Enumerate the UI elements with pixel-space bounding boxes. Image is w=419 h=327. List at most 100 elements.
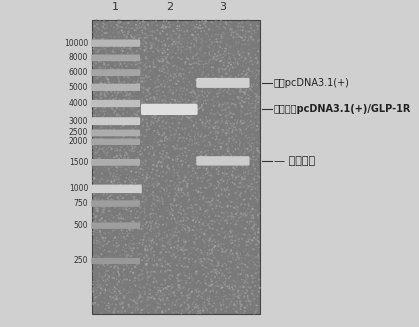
Point: [116, 63, 123, 68]
Point: [189, 206, 195, 211]
Point: [251, 222, 258, 227]
Point: [137, 272, 144, 277]
Point: [225, 301, 231, 306]
Point: [182, 226, 189, 232]
Point: [140, 23, 146, 28]
Point: [175, 85, 182, 91]
Point: [140, 24, 147, 29]
Point: [194, 164, 201, 170]
Point: [172, 255, 178, 260]
Point: [103, 300, 109, 305]
Point: [181, 29, 188, 34]
Point: [143, 253, 150, 258]
Point: [168, 138, 175, 143]
Point: [238, 85, 245, 91]
Point: [96, 146, 103, 152]
Point: [236, 141, 243, 146]
Point: [141, 44, 147, 49]
Point: [235, 51, 242, 56]
Point: [140, 172, 146, 178]
Point: [190, 212, 197, 217]
Point: [201, 21, 207, 26]
Point: [214, 53, 221, 59]
Point: [140, 19, 147, 24]
Point: [215, 180, 222, 185]
Point: [237, 118, 244, 123]
Point: [232, 191, 239, 196]
Point: [191, 195, 198, 200]
Point: [194, 303, 201, 309]
Point: [124, 216, 131, 222]
Point: [146, 33, 153, 38]
Point: [139, 35, 145, 40]
Point: [144, 270, 150, 276]
Point: [120, 93, 127, 98]
Point: [223, 266, 230, 271]
Point: [116, 194, 123, 199]
Point: [162, 50, 169, 55]
Point: [235, 49, 241, 55]
Point: [181, 265, 187, 270]
Point: [96, 120, 103, 125]
Point: [248, 34, 255, 40]
Point: [193, 40, 200, 45]
Point: [171, 181, 177, 187]
Point: [163, 71, 170, 76]
Point: [211, 232, 217, 238]
Point: [246, 221, 253, 227]
Point: [229, 172, 235, 178]
Point: [174, 159, 181, 164]
Point: [217, 86, 224, 92]
Point: [90, 120, 96, 125]
Point: [114, 281, 121, 286]
Point: [168, 55, 175, 60]
Point: [225, 128, 232, 133]
Point: [152, 135, 159, 140]
Point: [122, 89, 129, 94]
Point: [158, 160, 164, 165]
Point: [189, 163, 195, 168]
Point: [207, 199, 213, 205]
Point: [253, 222, 260, 228]
Point: [111, 34, 118, 39]
Point: [173, 146, 180, 151]
Point: [140, 237, 146, 242]
Point: [197, 97, 204, 102]
Point: [235, 62, 241, 67]
Point: [217, 145, 224, 150]
Point: [162, 309, 169, 314]
Point: [254, 114, 261, 120]
Point: [188, 82, 195, 87]
Point: [202, 171, 209, 177]
Point: [150, 227, 157, 232]
Point: [175, 296, 181, 301]
Point: [253, 94, 259, 99]
Point: [161, 187, 168, 193]
Point: [209, 60, 215, 66]
Point: [236, 52, 243, 58]
Point: [174, 243, 181, 248]
Point: [93, 150, 100, 155]
Point: [185, 165, 191, 170]
Point: [220, 210, 226, 215]
Point: [124, 96, 130, 101]
Point: [91, 24, 98, 29]
Point: [90, 292, 97, 297]
Point: [199, 158, 206, 163]
Point: [163, 54, 170, 60]
Point: [192, 99, 199, 104]
Point: [129, 260, 136, 266]
Point: [233, 127, 240, 132]
Point: [219, 285, 226, 290]
Point: [117, 48, 124, 53]
Point: [212, 130, 219, 135]
Point: [213, 157, 220, 162]
Point: [223, 172, 230, 177]
Point: [144, 245, 151, 250]
Point: [106, 80, 113, 85]
Point: [124, 207, 130, 212]
Point: [233, 133, 239, 138]
Point: [222, 293, 229, 299]
Point: [102, 96, 109, 101]
Point: [228, 211, 235, 216]
